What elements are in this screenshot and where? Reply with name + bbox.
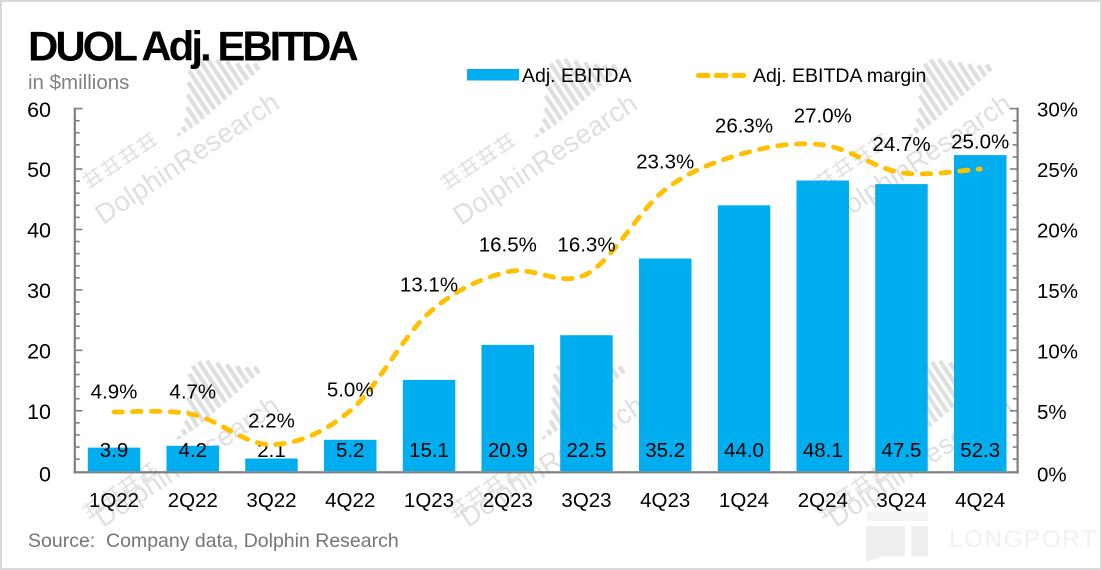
svg-text:20: 20 xyxy=(27,340,51,364)
svg-text:52.3: 52.3 xyxy=(960,439,1000,462)
svg-text:25.0%: 25.0% xyxy=(951,130,1009,153)
svg-text:LONGPORT: LONGPORT xyxy=(949,526,1097,553)
svg-text:5.2: 5.2 xyxy=(336,439,365,462)
svg-text:in $millions: in $millions xyxy=(28,71,129,94)
svg-text:3Q23: 3Q23 xyxy=(561,489,611,512)
svg-text:4.7%: 4.7% xyxy=(169,380,216,403)
svg-text:15.1: 15.1 xyxy=(409,439,449,462)
svg-text:35.2: 35.2 xyxy=(645,439,685,462)
svg-text:23.3%: 23.3% xyxy=(636,150,694,173)
svg-text:2Q24: 2Q24 xyxy=(798,489,848,512)
svg-text:5.0%: 5.0% xyxy=(327,378,374,401)
svg-text:50: 50 xyxy=(27,158,51,182)
svg-text:60: 60 xyxy=(27,98,51,122)
svg-text:3Q22: 3Q22 xyxy=(246,489,296,512)
svg-text:27.0%: 27.0% xyxy=(794,104,852,127)
svg-text:16.5%: 16.5% xyxy=(479,233,537,256)
svg-text:2.2%: 2.2% xyxy=(248,409,295,432)
svg-text:15%: 15% xyxy=(1037,280,1078,303)
svg-text:16.3%: 16.3% xyxy=(557,233,615,256)
svg-text:2Q22: 2Q22 xyxy=(168,489,218,512)
svg-text:4Q23: 4Q23 xyxy=(640,489,690,512)
svg-text:13.1%: 13.1% xyxy=(400,273,458,296)
svg-text:22.5: 22.5 xyxy=(567,439,607,462)
svg-text:47.5: 47.5 xyxy=(882,439,922,462)
svg-text:0: 0 xyxy=(39,463,51,487)
svg-text:Adj. EBITDA margin: Adj. EBITDA margin xyxy=(753,65,926,87)
svg-text:4.2: 4.2 xyxy=(179,439,208,462)
svg-text:2Q23: 2Q23 xyxy=(483,489,533,512)
svg-text:10%: 10% xyxy=(1037,340,1078,363)
svg-text:40: 40 xyxy=(27,219,51,243)
svg-text:24.7%: 24.7% xyxy=(872,133,930,156)
svg-text:44.0: 44.0 xyxy=(724,439,764,462)
svg-text:5%: 5% xyxy=(1037,401,1067,424)
svg-text:48.1: 48.1 xyxy=(803,439,843,462)
svg-text:25%: 25% xyxy=(1037,159,1078,182)
svg-text:20%: 20% xyxy=(1037,220,1078,243)
svg-text:30: 30 xyxy=(27,279,51,303)
svg-text:1Q23: 1Q23 xyxy=(404,489,454,512)
svg-text:26.3%: 26.3% xyxy=(715,114,773,137)
svg-text:0%: 0% xyxy=(1037,464,1067,487)
svg-text:20.9: 20.9 xyxy=(488,439,528,462)
svg-text:Adj. EBITDA: Adj. EBITDA xyxy=(522,65,631,87)
svg-text:1Q22: 1Q22 xyxy=(89,489,139,512)
svg-text:1Q24: 1Q24 xyxy=(719,489,769,512)
svg-text:10: 10 xyxy=(27,400,51,424)
svg-text:4Q22: 4Q22 xyxy=(325,489,375,512)
svg-text:Source: Company data, Dolphin: Source: Company data, Dolphin Research xyxy=(28,530,399,552)
svg-text:30%: 30% xyxy=(1037,99,1078,122)
svg-text:4.9%: 4.9% xyxy=(91,380,138,403)
svg-text:4Q24: 4Q24 xyxy=(955,489,1005,512)
svg-text:DUOL Adj. EBITDA: DUOL Adj. EBITDA xyxy=(28,23,358,70)
svg-text:3Q24: 3Q24 xyxy=(876,489,926,512)
svg-text:3.9: 3.9 xyxy=(100,439,129,462)
